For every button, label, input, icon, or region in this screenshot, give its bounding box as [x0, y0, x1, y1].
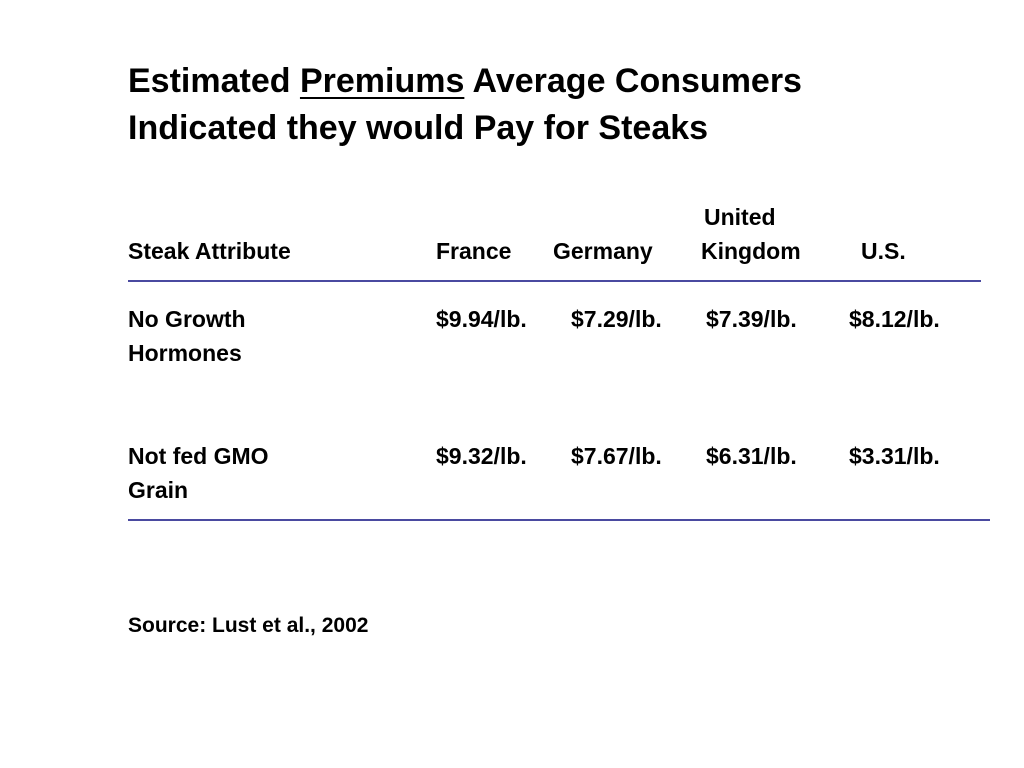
cell-us-value: $3.31/lb. [849, 443, 940, 469]
column-header-uk-line-2: Kingdom [701, 238, 801, 264]
row-attribute-line-2: Hormones [128, 340, 242, 366]
cell-uk-value: $6.31/lb. [706, 443, 797, 469]
source-note: Source: Lust et al., 2002 [128, 614, 369, 637]
row-attribute-line-1: Not fed GMO [128, 443, 269, 469]
title-emphasis-premiums: Premiums [299, 62, 465, 100]
cell-uk-value: $7.39/lb. [706, 306, 797, 332]
cell-germany-value: $7.29/lb. [571, 306, 662, 332]
cell-france-value: $9.32/lb. [436, 443, 527, 469]
column-header-uk-line-1: United [704, 204, 776, 230]
cell-germany-value: $7.67/lb. [571, 443, 662, 469]
table-header-rule [128, 280, 981, 282]
title-text-after: Average Consumers [464, 62, 802, 100]
slide-title: Estimated Premiums Average Consumers Ind… [128, 58, 802, 152]
column-header-steak-attribute: Steak Attribute [128, 238, 291, 264]
column-header-us: U.S. [861, 238, 906, 264]
title-line-2: Indicated they would Pay for Steaks [128, 109, 709, 147]
column-header-germany: Germany [553, 238, 653, 264]
cell-france-value: $9.94/lb. [436, 306, 527, 332]
row-attribute-line-2: Grain [128, 477, 189, 503]
cell-us-value: $8.12/lb. [849, 306, 940, 332]
column-header-france: France [436, 238, 512, 264]
row-attribute-line-1: No Growth [128, 306, 246, 332]
table-footer-rule [128, 519, 990, 521]
title-text-before: Estimated [128, 62, 300, 100]
